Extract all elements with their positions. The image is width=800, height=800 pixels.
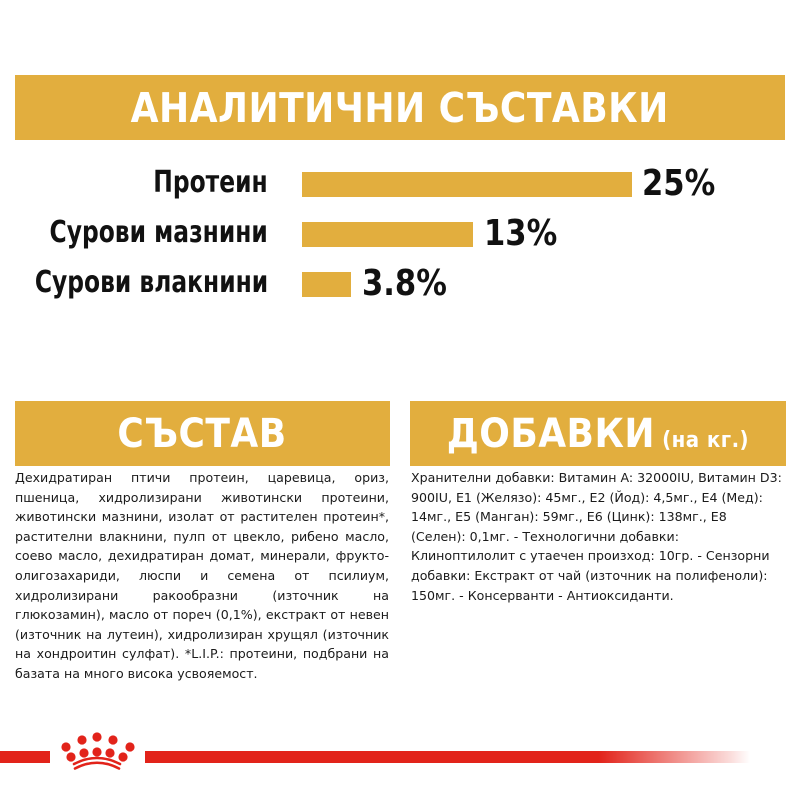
chart-label: Протеин <box>153 165 268 200</box>
analytics-title: АНАЛИТИЧНИ СЪСТАВКИ <box>130 83 670 132</box>
chart-label: Сурови мазнини <box>49 215 268 250</box>
chart-bar <box>302 172 632 197</box>
chart-value: 13% <box>484 213 558 254</box>
composition-banner: СЪСТАВ <box>15 401 390 466</box>
crown-logo-icon <box>61 732 135 770</box>
chart-row-protein: Протеин 25% <box>0 163 800 204</box>
footer-red-line-right <box>145 751 750 763</box>
chart-label: Сурови влакнини <box>34 265 268 300</box>
composition-title: СЪСТАВ <box>117 410 288 457</box>
additives-title-wrap: ДОБАВКИ (на кг.) <box>447 411 749 457</box>
chart-value: 3.8% <box>362 263 447 304</box>
additives-title: ДОБАВКИ <box>446 410 655 457</box>
chart-bar <box>302 222 473 247</box>
analytics-title-banner: АНАЛИТИЧНИ СЪСТАВКИ <box>15 75 785 140</box>
footer-red-line-left <box>0 751 50 763</box>
additives-text: Хранителни добавки: Витамин A: 32000IU, … <box>411 470 782 603</box>
chart-row-fat: Сурови мазнини 13% <box>0 213 800 254</box>
additives-banner: ДОБАВКИ (на кг.) <box>410 401 786 466</box>
chart-value: 25% <box>642 163 716 204</box>
chart-row-fiber: Сурови влакнини 3.8% <box>0 263 800 304</box>
additives-subtitle: (на кг.) <box>662 427 750 453</box>
composition-text: Дехидратиран птичи протеин, царевица, ор… <box>15 470 389 681</box>
chart-bar <box>302 272 351 297</box>
